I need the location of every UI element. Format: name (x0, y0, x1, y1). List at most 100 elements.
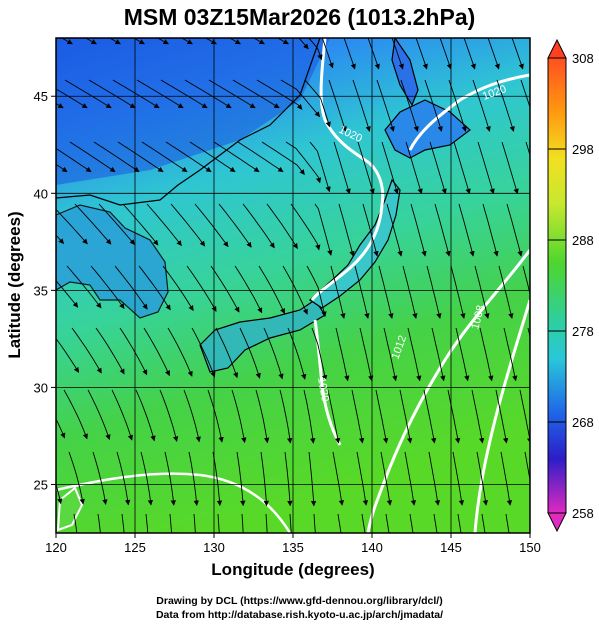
streamline (298, 38, 309, 50)
streamline (156, 38, 169, 45)
streamline (188, 451, 200, 506)
isobar-1020-north (310, 38, 385, 301)
streamline (140, 451, 154, 506)
streamline (56, 163, 68, 173)
isobar-1012 (366, 249, 530, 533)
streamline (433, 513, 438, 533)
y-tick-label: 30 (34, 380, 48, 395)
streamline (228, 38, 241, 45)
streamline (477, 141, 495, 195)
x-tick-label: 145 (440, 540, 462, 555)
x-tick-label: 120 (45, 540, 67, 555)
streamline (165, 141, 212, 173)
y-tick-label: 40 (34, 186, 48, 201)
streamline (503, 327, 518, 382)
streamline (289, 513, 292, 533)
streamline (74, 203, 112, 245)
y-axis-title: Latitude (degrees) (5, 211, 24, 358)
colorbar-label: 288 (572, 233, 594, 248)
streamline (56, 208, 88, 245)
streamline (452, 451, 465, 506)
sakhalin-landmass (391, 38, 419, 107)
streamline (87, 389, 111, 441)
streamline (333, 141, 351, 195)
streamline (496, 79, 515, 132)
streamline (282, 265, 308, 315)
streamline (141, 141, 188, 173)
streamline (359, 327, 374, 382)
streamline (447, 389, 461, 444)
x-tick-label: 130 (203, 540, 225, 555)
streamline (98, 203, 135, 246)
streamline (146, 203, 182, 247)
streamline (400, 79, 419, 132)
streamline (399, 389, 413, 444)
streamline (311, 327, 328, 381)
streamline (64, 79, 112, 109)
streamline (482, 203, 499, 257)
streamline (218, 203, 252, 248)
streamline (170, 203, 206, 247)
streamline (56, 234, 65, 244)
streamline (95, 327, 125, 375)
streamline (410, 203, 427, 257)
streamline (263, 327, 284, 380)
streamline (357, 141, 375, 195)
streamline (402, 265, 418, 319)
streamline (119, 327, 148, 376)
streamline (321, 38, 334, 69)
taiwan-landmass (56, 486, 84, 532)
streamline (261, 141, 305, 176)
streamline (453, 141, 471, 195)
isobar-1020-east (408, 73, 530, 151)
streamline (426, 265, 442, 319)
streamline (236, 451, 246, 507)
streamline (474, 265, 490, 319)
streamline (71, 327, 102, 374)
isobar-1008 (473, 299, 530, 533)
streamline (92, 451, 108, 505)
streamline (189, 141, 236, 173)
streamline (111, 389, 134, 441)
streamline (429, 141, 447, 195)
streamline (69, 141, 116, 173)
credit-data: Data from http://database.rish.kyoto-u.a… (155, 609, 444, 621)
streamline (145, 513, 149, 533)
streamline (309, 141, 331, 193)
streamline (252, 38, 265, 45)
streamline (207, 389, 224, 443)
streamline (354, 265, 370, 319)
streamline (332, 451, 345, 506)
streamline (234, 265, 263, 314)
streamline (183, 389, 201, 443)
streamline (213, 141, 260, 173)
x-tick-label: 135 (282, 540, 304, 555)
streamline (162, 265, 194, 312)
cold-air-region (56, 38, 330, 185)
streamline (56, 482, 63, 505)
streamline (143, 327, 170, 377)
streamline (525, 141, 530, 157)
streamline (343, 38, 356, 70)
streamline (431, 327, 446, 382)
streamline (383, 327, 398, 382)
colorbar-label: 298 (572, 142, 594, 157)
streamline (308, 451, 317, 507)
streamline (63, 389, 88, 440)
streamline (169, 513, 173, 533)
streamline (116, 451, 131, 506)
streamline (428, 451, 441, 506)
streamline (378, 265, 394, 319)
streamline (136, 79, 184, 109)
streamline (487, 38, 500, 70)
streamline (256, 79, 303, 110)
map-title: MSM 03Z15Mar2026 (1013.2hPa) (123, 4, 476, 30)
streamline (472, 79, 491, 132)
streamline (212, 451, 223, 507)
streamline (159, 389, 179, 442)
streamline (381, 141, 399, 195)
streamline (531, 204, 545, 256)
streamline (327, 389, 341, 444)
streamline (450, 265, 466, 319)
